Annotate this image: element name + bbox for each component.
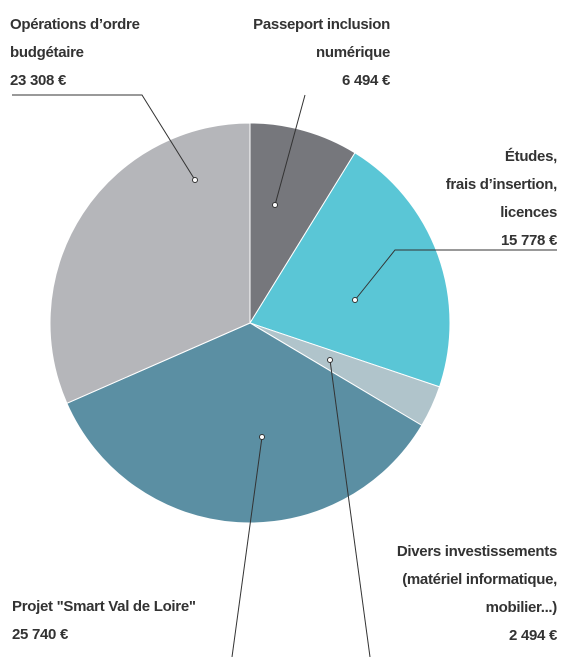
leader-dot: [352, 297, 358, 303]
leader-line: [274, 94, 306, 206]
value-label: 6 494 €: [342, 72, 391, 89]
pie-slice: [249, 152, 451, 388]
slice-label: licences: [500, 204, 557, 221]
leader-line: [12, 94, 196, 181]
slice-label: Études,: [505, 148, 557, 165]
slice-label: (matériel informatique,: [402, 571, 557, 588]
slice-label: budgétaire: [10, 44, 84, 61]
value-label: 23 308 €: [10, 72, 67, 89]
leader-dot: [192, 177, 198, 183]
slice-label: frais d’insertion,: [446, 176, 557, 193]
value-label: 25 740 €: [12, 626, 69, 643]
pie-slice: [249, 122, 356, 325]
leader-line: [329, 359, 371, 657]
leader-dot: [259, 434, 265, 440]
slice-label: numérique: [316, 44, 390, 61]
leader-line: [231, 436, 263, 657]
leader-dot: [327, 357, 333, 363]
slice-label: mobilier...): [486, 599, 558, 616]
slice-label: Opérations d’ordre: [10, 16, 140, 33]
slice-label: Projet "Smart Val de Loire": [12, 598, 196, 615]
leader-dot: [272, 202, 278, 208]
value-label: 15 778 €: [501, 232, 558, 249]
leader-line: [354, 249, 557, 301]
slice-label: Passeport inclusion: [253, 16, 390, 33]
pie-slice: [66, 322, 423, 524]
slice-label: Divers investissements: [397, 543, 557, 560]
pie-slice: [49, 122, 251, 404]
value-label: 2 494 €: [509, 627, 558, 644]
